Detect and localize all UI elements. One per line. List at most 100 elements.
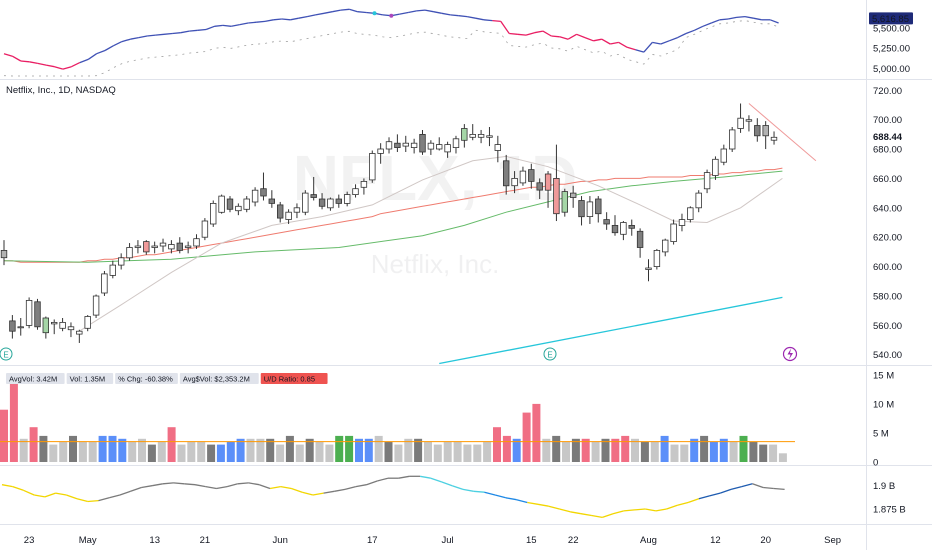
volume-bar: [256, 438, 265, 462]
candle: [42, 316, 49, 339]
candle: [310, 176, 317, 201]
lightning-marker[interactable]: [782, 346, 798, 362]
watermark-symbol: NFLX, 1D: [293, 142, 577, 214]
volume-bar: [325, 444, 334, 462]
oscillator-segment: [334, 488, 346, 492]
index-segment: [298, 15, 308, 19]
index-segment: [222, 24, 232, 27]
candle: [193, 234, 200, 249]
price-tick-label: 700.00: [873, 115, 902, 126]
index-segment: [290, 17, 299, 21]
volume-bar: [611, 438, 620, 462]
axes: 720.00 700.00 680.00 660.00 640.00 620.00 600.…: [24, 12, 913, 546]
index-segment: [138, 35, 148, 39]
index-segment: [264, 19, 274, 23]
date-tick-label: 12: [710, 535, 721, 546]
oscillator-segment: [634, 508, 646, 511]
volume-stat-label: % Chg: -60.38%: [115, 373, 178, 384]
earnings-marker-mid[interactable]: E: [543, 347, 557, 361]
oscillator-segment: [259, 484, 271, 490]
oscillator-segment: [194, 484, 206, 488]
candle: [109, 260, 116, 279]
index-segment: [711, 19, 720, 24]
index-segment: [450, 14, 459, 17]
volume-bar: [581, 438, 590, 462]
date-tick-label: 22: [568, 535, 579, 546]
index-segment: [113, 41, 123, 47]
candle: [737, 103, 744, 133]
volume-bar: [443, 441, 452, 462]
volume-bar: [49, 444, 58, 462]
candle: [394, 134, 401, 152]
index-segment: [483, 19, 493, 22]
candle: [159, 238, 167, 252]
volume-bar: [285, 435, 294, 462]
index-segment: [54, 66, 64, 70]
oscillator-segment: [570, 511, 582, 515]
candle: [620, 221, 627, 241]
volume-bar: [473, 444, 482, 462]
price-tick-label: 620.00: [873, 233, 902, 244]
candle: [469, 124, 476, 141]
index-segment: [248, 21, 257, 24]
volume-bar: [0, 409, 8, 462]
oscillator-segment: [237, 482, 249, 485]
index-segment: [525, 32, 535, 36]
volume-bar: [19, 438, 28, 462]
volume-bar: [640, 441, 649, 462]
volume-bar: [167, 427, 176, 462]
candle: [486, 127, 493, 147]
volume-bar: [315, 441, 324, 462]
oscillator-segment: [162, 482, 174, 485]
svg-text:% Chg: -60.38%: % Chg: -60.38%: [118, 375, 173, 384]
candle: [427, 140, 435, 155]
index-segment: [130, 36, 139, 40]
candle: [762, 121, 769, 150]
volume-tick-label: 0: [873, 458, 878, 469]
index-segment: [155, 33, 165, 36]
oscillator-segment: [655, 508, 667, 512]
candle: [553, 144, 560, 222]
volume-bar: [650, 441, 659, 462]
volume-stat-label: AvgVol: 3.42M: [6, 373, 65, 384]
volume-stat-label: Avg$Vol: $2,353.2M: [179, 373, 259, 384]
oscillator-segment: [548, 505, 560, 510]
candle: [251, 187, 259, 207]
cyan-trendline: [439, 296, 783, 365]
index-segment: [753, 17, 762, 21]
candle: [628, 219, 635, 236]
volume-bar: [690, 438, 699, 462]
index-segment: [626, 46, 636, 51]
oscillator-segment: [87, 499, 99, 503]
svg-text:Avg$Vol: $2,353.2M: Avg$Vol: $2,353.2M: [183, 375, 250, 384]
oscillator-segment: [55, 492, 67, 496]
index-segment: [500, 21, 510, 34]
index-segment: [677, 32, 687, 39]
volume-bar: [364, 438, 373, 462]
candle: [235, 203, 242, 216]
volume-bar: [591, 441, 600, 462]
candle: [561, 188, 568, 217]
oscillator-segment: [226, 483, 238, 488]
index-segment: [189, 29, 198, 32]
oscillator-segment: [419, 475, 431, 479]
volume-bar: [226, 441, 235, 462]
candle: [703, 169, 711, 194]
oscillator-segment: [730, 485, 742, 491]
volume-bar: [453, 441, 462, 462]
earnings-marker-left[interactable]: E: [0, 347, 13, 361]
volume-bar: [512, 438, 521, 462]
candle: [435, 137, 443, 151]
oscillator-segment: [666, 504, 678, 510]
volume-bar: [433, 444, 442, 462]
index-segment: [769, 19, 779, 24]
oscillator-segment: [130, 486, 142, 492]
candle: [209, 200, 217, 227]
price-tick-label: 680.00: [873, 145, 902, 156]
index-segment: [37, 62, 47, 66]
candle: [645, 259, 652, 282]
volume-bar: [660, 435, 669, 462]
index-segment: [551, 35, 560, 38]
